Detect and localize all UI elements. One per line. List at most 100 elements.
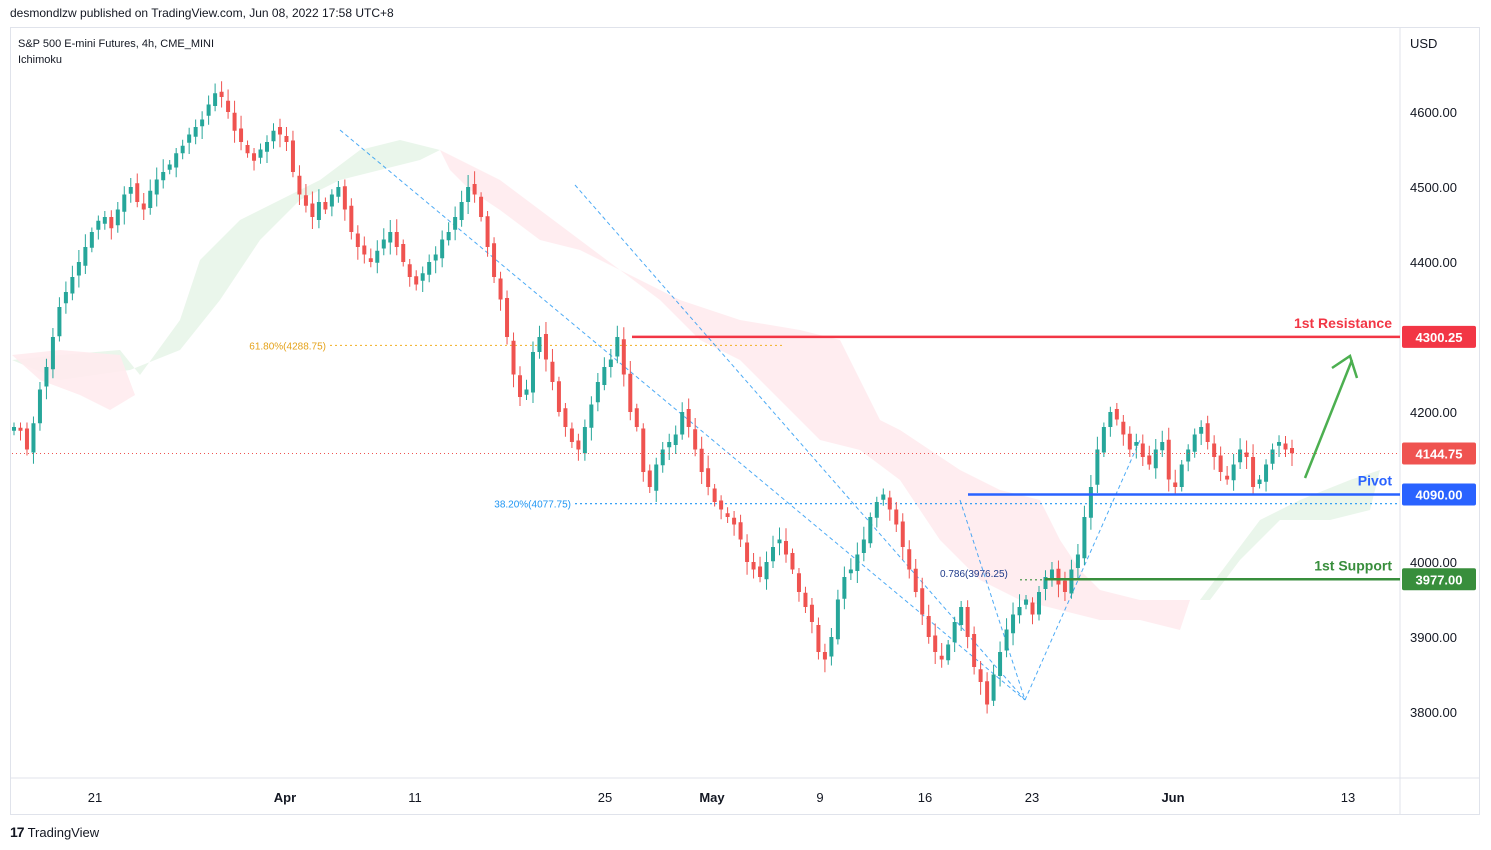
last-price-label: 4144.75 [1416, 446, 1463, 461]
y-tick-label: 4600.00 [1410, 105, 1457, 120]
candle-body [563, 408, 568, 427]
level-name-1: Pivot [1358, 473, 1393, 489]
candle-body [401, 244, 406, 262]
candle-body [972, 634, 977, 667]
candle-body [154, 179, 159, 195]
candle-body [790, 553, 795, 570]
candle-body [1283, 443, 1288, 450]
candle-body [758, 566, 763, 577]
x-tick-label: May [699, 790, 725, 805]
candle-body [667, 442, 672, 448]
candle-body [102, 217, 107, 224]
arrow-head [1331, 354, 1359, 379]
candle-body [1218, 455, 1223, 472]
candle-body [530, 352, 535, 393]
candle-body [855, 554, 860, 571]
candle-body [297, 175, 302, 195]
candle-body [602, 367, 607, 385]
level-tag-1 [1402, 483, 1476, 506]
candle-body [881, 494, 886, 500]
candle-body [1244, 452, 1249, 457]
arrow-shaft [1303, 359, 1354, 479]
publisher-line: desmondlzw published on TradingView.com,… [10, 6, 394, 20]
level-price-1: 4090.00 [1416, 488, 1463, 503]
candle-body [1160, 442, 1165, 451]
candle-body [1270, 449, 1275, 464]
candle-body [355, 233, 360, 247]
candle-body [913, 568, 918, 592]
candle-body [505, 298, 510, 337]
candle-body [615, 337, 620, 357]
candle-body [290, 140, 295, 172]
candle-body [1179, 464, 1184, 487]
candle-body [725, 513, 730, 517]
candle-body [310, 203, 315, 217]
candle-body [874, 502, 879, 518]
candle-body [621, 339, 626, 375]
candle-body [835, 599, 840, 640]
cloud-red-0 [12, 350, 135, 410]
candle-body [459, 202, 464, 220]
candle-body [141, 203, 146, 210]
candle-body [848, 569, 853, 574]
candle-body [1199, 427, 1204, 434]
candle-body [284, 136, 289, 142]
candle-body [1205, 423, 1210, 442]
x-tick-label: 25 [598, 790, 612, 805]
candle-body [394, 232, 399, 247]
candle-body [362, 245, 367, 255]
candle-body [641, 428, 646, 472]
candle-body [842, 577, 847, 599]
cloud-red-1 [440, 150, 1190, 630]
candle-body [277, 127, 282, 135]
candle-body [485, 216, 490, 247]
candle-body [368, 258, 373, 262]
x-tick-label: 23 [1025, 790, 1039, 805]
candle-body [1056, 568, 1061, 585]
candle-body [245, 145, 250, 154]
chart-frame [10, 27, 1480, 815]
candle-body [680, 412, 685, 435]
chart-legend[interactable]: S&P 500 E-mini Futures, 4h, CME_MINI Ich… [18, 36, 214, 68]
candle-body [200, 119, 205, 127]
candle-body [44, 367, 49, 387]
candle-body [518, 375, 523, 397]
candle-body [1069, 569, 1074, 594]
candle-body [239, 128, 244, 142]
candle-body [232, 112, 237, 131]
candle-body [1166, 439, 1171, 480]
candle-body [991, 674, 996, 701]
candle-body [1030, 602, 1035, 615]
candle-body [57, 307, 62, 337]
candle-body [336, 187, 341, 197]
y-tick-label: 3900.00 [1410, 630, 1457, 645]
indicator-label: Ichimoku [18, 54, 63, 66]
candle-body [109, 217, 114, 229]
candle-body [427, 262, 432, 275]
candle-body [1251, 457, 1256, 487]
candle-body [595, 382, 600, 403]
candle-body [1186, 449, 1191, 462]
candle-body [524, 389, 529, 395]
candle-body [978, 669, 983, 682]
candle-body [1011, 614, 1016, 634]
candle-body [226, 100, 231, 112]
level-tag-0 [1402, 325, 1476, 348]
candle-body [258, 149, 263, 158]
candle-body [381, 239, 386, 249]
candle-body [771, 547, 776, 562]
candle-body [1140, 443, 1145, 457]
y-tick-label: 4500.00 [1410, 180, 1457, 195]
candle-body [1134, 442, 1139, 446]
candle-body [686, 409, 691, 427]
candle-body [12, 427, 16, 431]
candle-body [1024, 599, 1029, 605]
level-price-0: 4300.25 [1416, 330, 1463, 345]
fib-label-1: 38.20%(4077.75) [494, 500, 571, 511]
tradingview-logo[interactable]: 17 TradingView [10, 824, 99, 840]
candle-body [1004, 629, 1009, 651]
candle-body [946, 644, 951, 661]
candle-body [433, 254, 438, 261]
candle-body [375, 250, 380, 263]
